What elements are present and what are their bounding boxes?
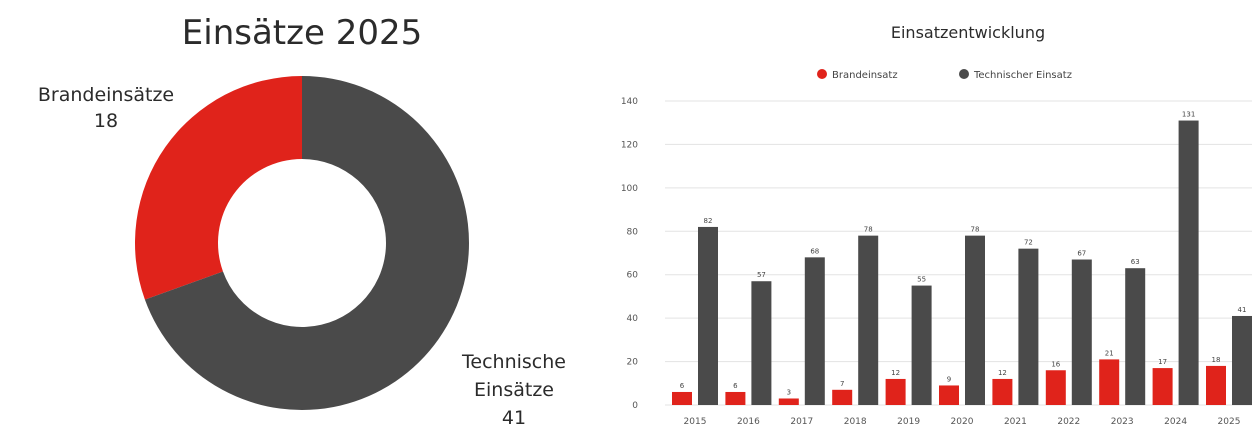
bar-value-label: 72 — [1024, 239, 1033, 247]
bar-technischer-einsatz-2024 — [1178, 120, 1199, 406]
bar-chart-title: Einsatzentwicklung — [891, 23, 1045, 42]
bar-chart: Einsatzentwicklung Brandeinsatz Technisc… — [621, 23, 1252, 427]
bar-brandeinsatz-2021 — [992, 378, 1013, 405]
y-tick-label: 120 — [621, 140, 638, 150]
bar-brandeinsatz-2020 — [939, 385, 959, 405]
x-tick-label: 2015 — [684, 417, 707, 427]
bar-value-label: 57 — [757, 271, 766, 279]
bar-brandeinsatz-2024 — [1152, 368, 1173, 405]
bar-brandeinsatz-2017 — [778, 398, 799, 405]
slice-label-brand: Brandeinsätze — [38, 84, 174, 106]
bar-technischer-einsatz-2016 — [751, 281, 772, 405]
x-tick-label: 2017 — [790, 417, 813, 427]
slice-value-tech: 41 — [502, 407, 526, 429]
y-tick-label: 100 — [621, 184, 638, 194]
x-tick-label: 2020 — [951, 417, 974, 427]
legend-label-brandeinsatz: Brandeinsatz — [832, 70, 898, 81]
x-tick-label: 2016 — [737, 417, 760, 427]
donut-slice-1 — [144, 76, 469, 410]
bar-value-label: 41 — [1238, 306, 1247, 314]
x-tick-label: 2023 — [1111, 417, 1134, 427]
bar-brandeinsatz-2022 — [1045, 370, 1066, 405]
bar-technischer-einsatz-2021 — [1018, 248, 1039, 405]
bar-value-label: 12 — [891, 369, 900, 377]
bar-value-label: 17 — [1158, 358, 1167, 366]
bar-value-label: 131 — [1182, 111, 1195, 119]
legend-label-technischer-einsatz: Technischer Einsatz — [973, 70, 1072, 81]
bar-brandeinsatz-2016 — [725, 391, 746, 405]
bar-technischer-einsatz-2017 — [804, 257, 825, 405]
donut-title: Einsätze 2025 — [182, 13, 422, 53]
slice-value-brand: 18 — [94, 110, 118, 132]
slice-label-tech-line1: Technische — [461, 351, 566, 373]
bar-brandeinsatz-2023 — [1099, 359, 1120, 405]
bar-technischer-einsatz-2022 — [1071, 259, 1092, 405]
bar-brandeinsatz-2025 — [1206, 365, 1226, 405]
bar-value-label: 78 — [971, 226, 980, 234]
bar-value-label: 67 — [1077, 250, 1086, 258]
bar-technischer-einsatz-2015 — [698, 226, 718, 405]
bar-value-label: 3 — [787, 388, 791, 396]
legend-marker-technischer-einsatz — [959, 69, 969, 79]
x-tick-label: 2019 — [897, 417, 920, 427]
y-tick-label: 80 — [627, 227, 639, 237]
bar-value-label: 9 — [947, 375, 951, 383]
bar-technischer-einsatz-2023 — [1125, 268, 1146, 405]
bar-value-label: 18 — [1212, 356, 1221, 364]
y-tick-label: 40 — [627, 314, 639, 324]
legend: Brandeinsatz Technischer Einsatz — [817, 69, 1072, 81]
bar-brandeinsatz-2015 — [672, 391, 692, 405]
bar-brandeinsatz-2019 — [885, 378, 906, 405]
bar-technischer-einsatz-2019 — [911, 285, 932, 405]
bar-value-label: 55 — [917, 276, 926, 284]
x-tick-label: 2025 — [1218, 417, 1241, 427]
slice-label-tech-line2: Einsätze — [474, 379, 554, 401]
bar-brandeinsatz-2018 — [832, 389, 853, 405]
bar-value-label: 21 — [1105, 349, 1114, 357]
bar-value-label: 78 — [864, 226, 873, 234]
y-tick-label: 20 — [627, 358, 639, 368]
legend-marker-brandeinsatz — [817, 69, 827, 79]
donut-slice-0 — [135, 76, 302, 300]
x-tick-label: 2018 — [844, 417, 867, 427]
x-tick-label: 2022 — [1057, 417, 1080, 427]
x-tick-label: 2024 — [1164, 417, 1187, 427]
bar-technischer-einsatz-2020 — [965, 235, 985, 405]
bar-value-label: 63 — [1131, 258, 1140, 266]
x-tick-label: 2021 — [1004, 417, 1027, 427]
y-tick-label: 140 — [621, 97, 638, 107]
bar-value-label: 68 — [810, 247, 819, 255]
y-tick-label: 0 — [632, 401, 638, 411]
donut-chart: Einsätze 2025 Brandeinsätze 18 Technisch… — [38, 13, 566, 429]
bar-value-label: 7 — [840, 380, 844, 388]
bar-value-label: 6 — [733, 382, 738, 390]
bar-value-label: 16 — [1051, 360, 1060, 368]
bar-value-label: 12 — [998, 369, 1007, 377]
y-tick-label: 60 — [627, 271, 639, 281]
bar-technischer-einsatz-2018 — [858, 235, 879, 405]
bar-value-label: 82 — [704, 217, 713, 225]
bar-value-label: 6 — [680, 382, 685, 390]
bar-technischer-einsatz-2025 — [1232, 315, 1252, 405]
